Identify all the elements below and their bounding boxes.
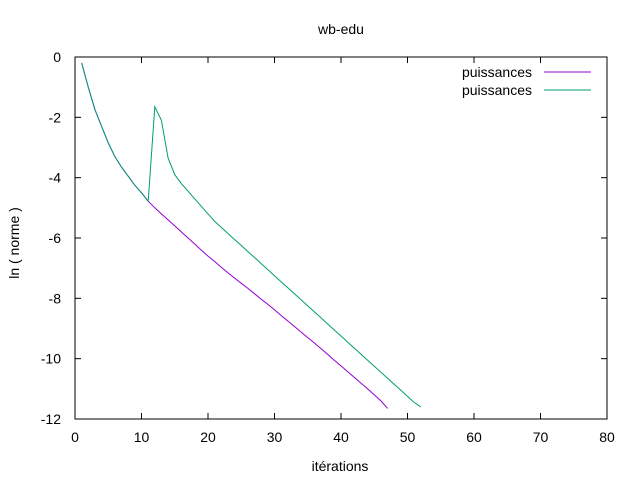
series-line-2 bbox=[81, 62, 422, 408]
series-layer bbox=[81, 62, 422, 409]
chart-title: wb-edu bbox=[317, 21, 364, 37]
y-axis-label: ln ( norme ) bbox=[6, 207, 22, 279]
x-tick-label: 0 bbox=[71, 429, 79, 445]
x-tick-label: 30 bbox=[267, 429, 283, 445]
x-tick-label: 70 bbox=[533, 429, 549, 445]
x-tick-label: 80 bbox=[599, 429, 615, 445]
x-tick-label: 20 bbox=[200, 429, 216, 445]
legend-label-1: puissances bbox=[462, 64, 532, 80]
legend-label-2: puissances bbox=[462, 82, 532, 98]
x-tick-label: 10 bbox=[134, 429, 150, 445]
x-tick-label: 60 bbox=[466, 429, 482, 445]
y-ticks: 0 -2 -4 -6 -8 -10 -12 bbox=[41, 49, 607, 427]
y-tick-label: -4 bbox=[49, 170, 62, 186]
x-tick-label: 50 bbox=[400, 429, 416, 445]
y-tick-label: -8 bbox=[49, 290, 62, 306]
y-tick-label: -12 bbox=[41, 411, 61, 427]
y-tick-label: 0 bbox=[53, 49, 61, 65]
y-tick-label: -2 bbox=[49, 109, 62, 125]
x-ticks: 0 10 20 30 40 50 60 70 80 bbox=[71, 57, 615, 445]
x-tick-label: 40 bbox=[333, 429, 349, 445]
series-line-1 bbox=[81, 62, 388, 409]
y-tick-label: -10 bbox=[41, 351, 61, 367]
legend: puissances puissances bbox=[462, 64, 591, 98]
y-tick-label: -6 bbox=[49, 230, 62, 246]
x-axis-label: itérations bbox=[312, 458, 369, 474]
